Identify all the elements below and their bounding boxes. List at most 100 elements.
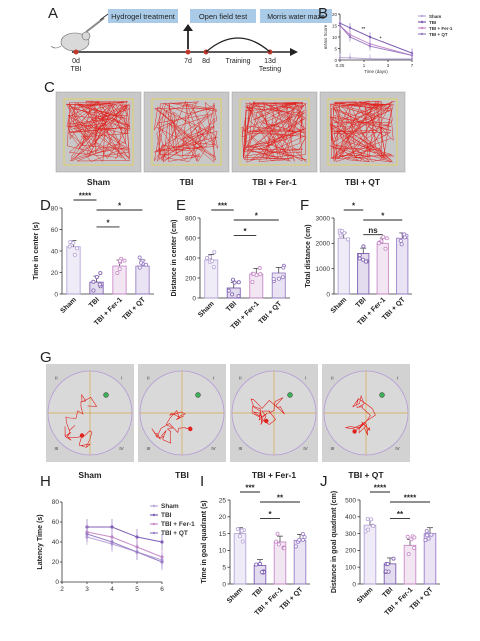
sig-label: *** xyxy=(218,202,228,211)
quadrant-label: III xyxy=(55,446,59,451)
y-tick-label: 40 xyxy=(51,248,59,255)
data-point xyxy=(398,238,403,243)
quadrant-label: II xyxy=(239,375,242,380)
data-point xyxy=(160,540,164,544)
box-open-field xyxy=(190,9,256,23)
platform-marker xyxy=(379,392,385,398)
data-point xyxy=(135,535,139,539)
quadrant-label: II xyxy=(331,375,334,380)
y-tick-label: 0 xyxy=(54,291,58,298)
data-point xyxy=(211,265,216,270)
data-point xyxy=(366,527,371,532)
y-axis-label: Distance in goal quadrant (cm) xyxy=(331,491,338,593)
data-point xyxy=(68,239,73,244)
bar xyxy=(135,265,150,295)
category-label: Sham xyxy=(197,300,215,318)
tbi-label: TBI xyxy=(71,66,82,73)
data-point xyxy=(97,282,102,287)
data-point xyxy=(381,235,386,240)
data-point xyxy=(276,542,281,547)
y-tick-label: 0 xyxy=(192,295,196,302)
group-label: TBI + Fer-1 xyxy=(252,177,296,187)
data-point xyxy=(384,236,389,241)
data-point xyxy=(412,535,417,540)
y-tick-label: 200 xyxy=(345,548,356,555)
quadrant-label: IV xyxy=(119,446,123,451)
series-line xyxy=(86,531,163,558)
bar xyxy=(337,237,350,295)
quadrant-label: I xyxy=(397,375,398,380)
quadrant-label: III xyxy=(331,446,335,451)
legend-marker xyxy=(152,504,156,508)
data-point xyxy=(98,271,103,276)
timeline: Hydrogel treatment Open field test Morri… xyxy=(50,9,332,73)
data-point xyxy=(71,240,76,245)
arena-border xyxy=(63,98,134,166)
sig-label: *** xyxy=(245,484,255,493)
data-point xyxy=(302,535,307,540)
box-hydrogel-label: Hydrogel treatment xyxy=(111,12,176,21)
chart-d: 80 60 40 20 0 Time in center (s) Sham TBI TBI + … xyxy=(33,192,154,327)
data-point xyxy=(91,288,96,293)
data-point xyxy=(85,532,89,536)
data-point xyxy=(368,35,372,39)
data-point xyxy=(368,57,372,61)
legend-marker xyxy=(152,531,156,535)
y-tick-label: 0 xyxy=(55,579,59,586)
data-point xyxy=(412,545,417,550)
data-point xyxy=(117,267,122,272)
y-tick-label: 1000 xyxy=(316,266,331,273)
data-point xyxy=(357,256,362,261)
platform-marker xyxy=(287,392,293,398)
data-point xyxy=(338,24,342,27)
data-point xyxy=(368,45,372,48)
x-tick-label: 5 xyxy=(135,586,139,593)
category-label: Sham xyxy=(226,586,244,604)
quadrant-label: II xyxy=(55,375,58,380)
y-tick-label: 25 xyxy=(219,497,227,504)
series-line xyxy=(87,526,163,543)
data-point xyxy=(410,54,414,57)
y-tick-label: 80 xyxy=(52,499,60,506)
y-tick-label: 2000 xyxy=(316,241,331,248)
box-open-field-label: Open field test xyxy=(199,12,248,21)
track-path xyxy=(241,100,307,163)
data-point xyxy=(365,516,370,521)
data-point xyxy=(135,550,139,554)
sig-label: **** xyxy=(404,494,417,503)
chart-b: 20 15 10 5 00.25 1 3 7 Time (days) mNss Score Sham… xyxy=(323,12,453,74)
bar xyxy=(363,524,377,585)
end-marker xyxy=(264,418,269,424)
data-point xyxy=(258,272,263,277)
y-tick-label: 60 xyxy=(51,227,59,234)
data-point xyxy=(338,233,343,238)
data-point xyxy=(280,275,285,280)
y-tick-label: 800 xyxy=(185,215,196,222)
x-tick-label: 6 xyxy=(160,586,164,593)
x-tick-label: 3 xyxy=(85,586,89,593)
legend-label: TBI xyxy=(161,512,172,519)
data-point xyxy=(361,257,366,262)
group-label: TBI xyxy=(180,177,194,187)
y-tick-label: 10 xyxy=(219,548,227,555)
y-axis-label: Total distance (cm) xyxy=(305,224,312,287)
quadrant-label: III xyxy=(147,446,151,451)
data-point xyxy=(254,562,259,567)
y-axis-label: mNss Score xyxy=(323,24,328,49)
data-point xyxy=(369,517,374,522)
data-point xyxy=(236,280,241,285)
data-point xyxy=(348,26,352,29)
data-point xyxy=(429,532,434,537)
y-tick-label: 400 xyxy=(185,255,196,262)
bar xyxy=(403,544,417,585)
data-point xyxy=(281,265,286,270)
legend-marker xyxy=(420,26,424,30)
panel-label-i: I xyxy=(200,473,204,490)
data-point xyxy=(137,255,142,260)
end-marker xyxy=(352,429,357,434)
data-point xyxy=(110,540,114,544)
swim-path xyxy=(345,394,376,436)
data-point xyxy=(160,560,164,564)
